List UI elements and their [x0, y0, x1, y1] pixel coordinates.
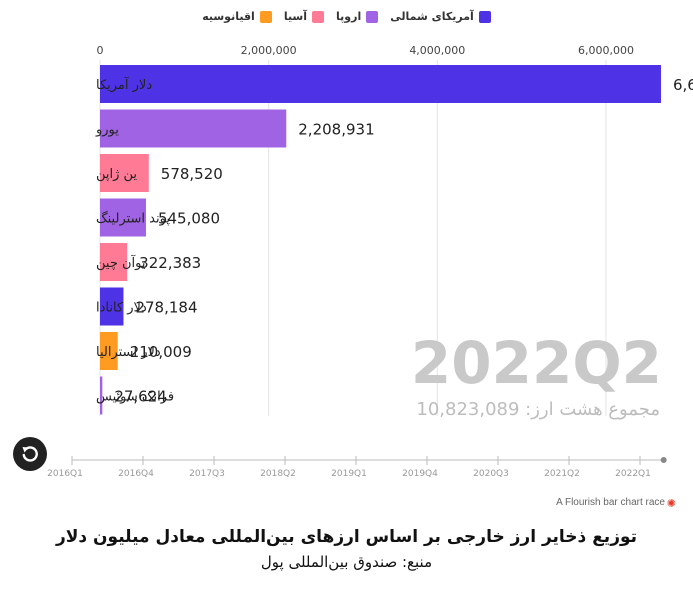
x-tick-label: 4,000,000: [409, 44, 465, 57]
value-label: 322,383: [139, 254, 201, 272]
legend-swatch: [259, 10, 272, 23]
bar: [100, 198, 146, 237]
category-label: یورو: [95, 123, 119, 138]
timeline-label[interactable]: 2019Q4: [402, 469, 438, 479]
timeline-label[interactable]: 2018Q2: [260, 469, 296, 479]
timeline-label[interactable]: 2020Q3: [473, 469, 509, 479]
value-label: 545,080: [158, 210, 220, 228]
x-tick-label: 6,000,000: [578, 44, 634, 57]
value-label: 210,009: [130, 343, 192, 361]
bar: [100, 376, 103, 415]
category-label: دلار کانادا: [96, 301, 147, 316]
legend-swatch: [366, 10, 379, 23]
legend-item: آسیا: [283, 10, 325, 23]
legend-swatch: [478, 10, 491, 23]
category-label: فرانک سوئیس: [96, 390, 174, 405]
value-label: 2,208,931: [298, 121, 374, 139]
timeline-label[interactable]: 2016Q4: [118, 469, 154, 479]
timeline-label[interactable]: 2021Q2: [544, 469, 580, 479]
chart-source: منبع: صندوق بین‌المللی پول: [260, 553, 433, 571]
bar: [100, 154, 149, 192]
legend-label: آسیا: [283, 10, 308, 23]
timeline-label[interactable]: 2019Q1: [331, 469, 367, 479]
timeline-handle[interactable]: [660, 457, 667, 463]
category-label: پوند استرلینگ: [96, 211, 170, 227]
chart-title: توزیع ذخایر ارز خارجی بر اساس ارزهای بین…: [55, 527, 638, 547]
total-label: مجموع هشت ارز: 10,823,089: [416, 399, 660, 420]
replay-icon: [22, 446, 38, 462]
flourish-logo-icon: ✺: [666, 497, 676, 510]
legend: آمریکای شمالی اروپا آسیا اقیانوسیه: [0, 10, 693, 23]
legend-label: اقیانوسیه: [202, 10, 255, 23]
legend-label: آمریکای شمالی: [390, 10, 474, 23]
x-tick-label: 0: [97, 44, 104, 57]
period-watermark: 2022Q2: [411, 329, 662, 397]
timeline-label[interactable]: 2017Q3: [189, 469, 225, 479]
category-label: ین ژاپن: [96, 167, 137, 182]
value-label: 6,652,357: [673, 76, 693, 94]
value-label: 278,184: [135, 299, 197, 317]
category-label: دلار استرالیا: [96, 345, 161, 360]
bar: [100, 109, 287, 148]
timeline-label[interactable]: 2016Q1: [47, 469, 83, 479]
timeline-label[interactable]: 2022Q1: [615, 469, 651, 479]
category-label: یوآن چین: [96, 254, 146, 271]
replay-button[interactable]: [13, 437, 47, 471]
legend-item: اروپا: [336, 10, 379, 23]
legend-label: اروپا: [336, 10, 362, 23]
value-label: 27,624: [114, 388, 167, 406]
flourish-credit[interactable]: A Flourish bar chart race: [556, 497, 665, 508]
legend-item: آمریکای شمالی: [390, 10, 491, 23]
category-label: دلار آمریکا: [96, 76, 152, 93]
bar: [100, 65, 661, 103]
value-label: 578,520: [161, 165, 223, 183]
x-tick-label: 2,000,000: [241, 44, 297, 57]
bar: [100, 332, 118, 370]
legend-item: اقیانوسیه: [202, 10, 272, 23]
bar: [100, 287, 124, 326]
bar-chart: 0 2,000,000 4,000,000 6,000,000 2022Q2مجموع …: [47, 44, 693, 479]
bar: [100, 243, 128, 281]
legend-swatch: [312, 10, 325, 23]
